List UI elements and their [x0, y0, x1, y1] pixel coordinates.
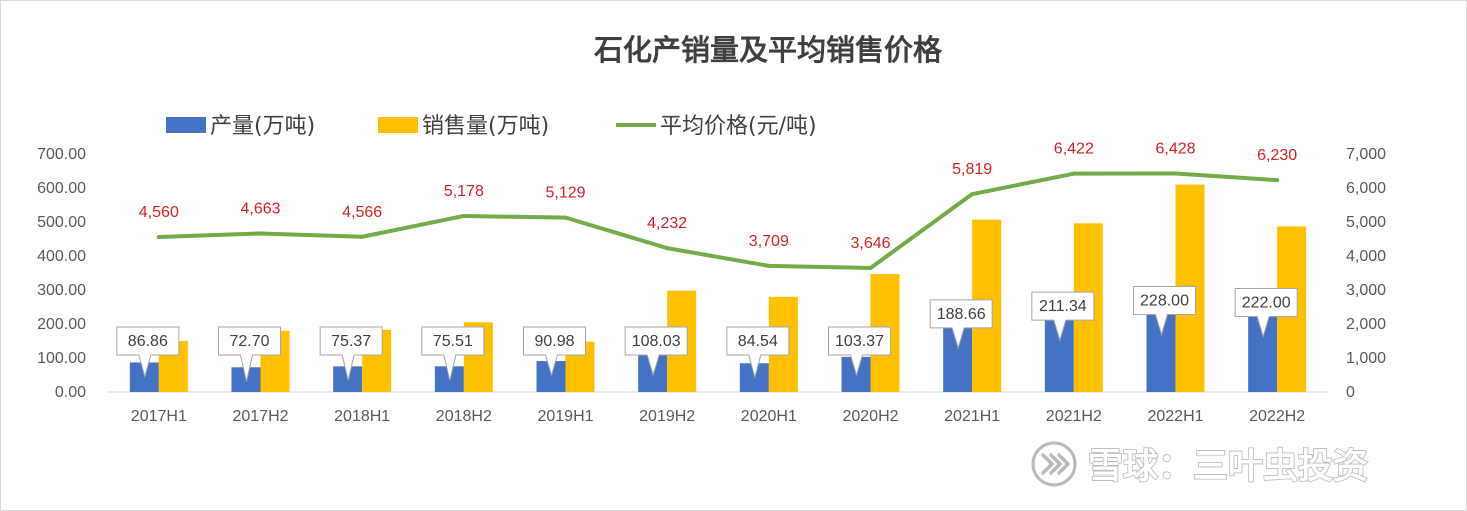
production-data-label: 90.98	[534, 333, 574, 350]
price-data-label: 4,560	[139, 204, 179, 221]
production-callouts: 86.86 72.70 75.37 75.51 90.98 108.03 84.54 103.…	[116, 285, 1298, 382]
production-callout-box	[319, 326, 383, 381]
left-axis-tick-label: 0.00	[55, 384, 86, 401]
legend-label-production: 产量(万吨)	[210, 114, 315, 139]
price-data-label: 4,566	[342, 204, 382, 221]
left-axis-tick-label: 700.00	[37, 146, 86, 163]
price-data-label: 6,230	[1257, 147, 1297, 164]
production-callout-box	[1133, 285, 1196, 337]
left-axis-tick-label: 200.00	[37, 316, 86, 333]
price-point	[1173, 171, 1178, 176]
category-label: 2022H2	[1249, 408, 1305, 425]
price-point	[360, 234, 365, 239]
category-label: 2017H2	[232, 408, 288, 425]
left-axis-tick-label: 400.00	[37, 248, 86, 265]
category-label: 2020H1	[741, 408, 797, 425]
production-callout-box	[1031, 291, 1095, 342]
price-data-label: 3,709	[749, 233, 789, 250]
right-axis-tick-label: 1,000	[1346, 350, 1386, 367]
price-data-label: 4,663	[240, 200, 280, 217]
production-data-label: 222.00	[1242, 295, 1291, 312]
price-data-label: 6,428	[1155, 140, 1195, 157]
production-callout-box	[421, 326, 485, 381]
production-data-label: 75.51	[433, 333, 473, 350]
production-callout-box	[218, 326, 281, 382]
price-point	[1275, 178, 1280, 183]
category-label: 2019H2	[639, 408, 695, 425]
price-data-label: 3,646	[850, 235, 890, 252]
legend-swatch-production	[166, 117, 206, 133]
watermark-text: 雪球：三叶虫投资	[1088, 447, 1368, 487]
production-callout-box	[929, 299, 993, 350]
right-axis-tick-label: 6,000	[1346, 180, 1386, 197]
category-label: 2022H1	[1147, 408, 1203, 425]
price-point	[563, 215, 568, 220]
right-axis-tick-label: 5,000	[1346, 214, 1386, 231]
production-data-label: 211.34	[1039, 298, 1087, 315]
production-data-label: 72.70	[229, 333, 269, 350]
production-callout-box	[624, 326, 688, 377]
category-label: 2020H2	[842, 408, 898, 425]
price-point	[766, 263, 771, 268]
right-axis-tick-label: 0	[1346, 384, 1355, 401]
production-data-label: 103.37	[835, 333, 884, 350]
production-callout-box	[116, 326, 180, 379]
chart-title: 石化产销量及平均销售价格	[593, 33, 943, 67]
price-point	[868, 266, 873, 271]
left-axis-tick-label: 300.00	[37, 282, 86, 299]
left-axis-tick-label: 500.00	[37, 214, 86, 231]
production-callout-box	[523, 326, 586, 377]
right-axis-tick-label: 3,000	[1346, 282, 1386, 299]
legend-swatch-sales	[378, 117, 418, 133]
price-data-label: 4,232	[647, 215, 687, 232]
legend-label-sales: 销售量(万吨)	[422, 114, 549, 139]
price-point	[156, 234, 161, 239]
left-axis-tick-label: 100.00	[37, 350, 86, 367]
production-data-label: 86.86	[128, 333, 168, 350]
right-axis-ticks: 0 1,000 2,000 3,000 4,000 5,000 6,000 7,000	[1346, 146, 1386, 401]
right-axis-tick-label: 4,000	[1346, 248, 1386, 265]
production-callout-box	[1234, 288, 1298, 339]
production-callout-box	[828, 326, 891, 377]
price-point	[258, 231, 263, 236]
right-axis-tick-label: 2,000	[1346, 316, 1386, 333]
category-label: 2018H1	[334, 408, 390, 425]
price-data-label: 5,819	[952, 161, 992, 178]
production-data-label: 188.66	[937, 306, 986, 323]
production-data-label: 84.54	[738, 333, 778, 350]
left-axis-tick-label: 600.00	[37, 180, 86, 197]
snowball-logo-icon	[1031, 441, 1077, 487]
production-callout-box	[726, 326, 790, 380]
right-axis-tick-label: 7,000	[1346, 146, 1386, 163]
price-data-label: 6,422	[1054, 141, 1094, 158]
production-data-label: 228.00	[1140, 292, 1189, 309]
legend: 产量(万吨) 销售量(万吨) 平均价格(元/吨)	[166, 114, 817, 139]
production-data-label: 108.03	[632, 333, 681, 350]
price-point	[1071, 171, 1076, 176]
legend-label-price: 平均价格(元/吨)	[660, 114, 817, 139]
category-label: 2017H1	[131, 408, 187, 425]
price-data-label: 5,129	[545, 185, 585, 202]
watermark: 雪球：三叶虫投资	[1031, 441, 1369, 488]
price-line	[158, 171, 1278, 271]
category-label: 2019H1	[537, 408, 593, 425]
price-point	[461, 213, 466, 218]
price-data-label: 5,178	[444, 183, 484, 200]
category-label: 2018H2	[436, 408, 492, 425]
left-axis-ticks: 0.00 100.00 200.00 300.00 400.00 500.00 600.00…	[37, 146, 86, 401]
price-point	[665, 246, 670, 251]
price-point	[970, 192, 975, 197]
category-labels: 2017H1 2017H2 2018H1 2018H2 2019H1 2019H2 2020…	[131, 408, 1305, 425]
production-data-label: 75.37	[331, 333, 371, 350]
category-label: 2021H1	[944, 408, 1000, 425]
price-line-layer: 4,560 4,663 4,566 5,178 5,129 4,232 3,709 3,646…	[139, 140, 1297, 271]
category-label: 2021H2	[1046, 408, 1102, 425]
